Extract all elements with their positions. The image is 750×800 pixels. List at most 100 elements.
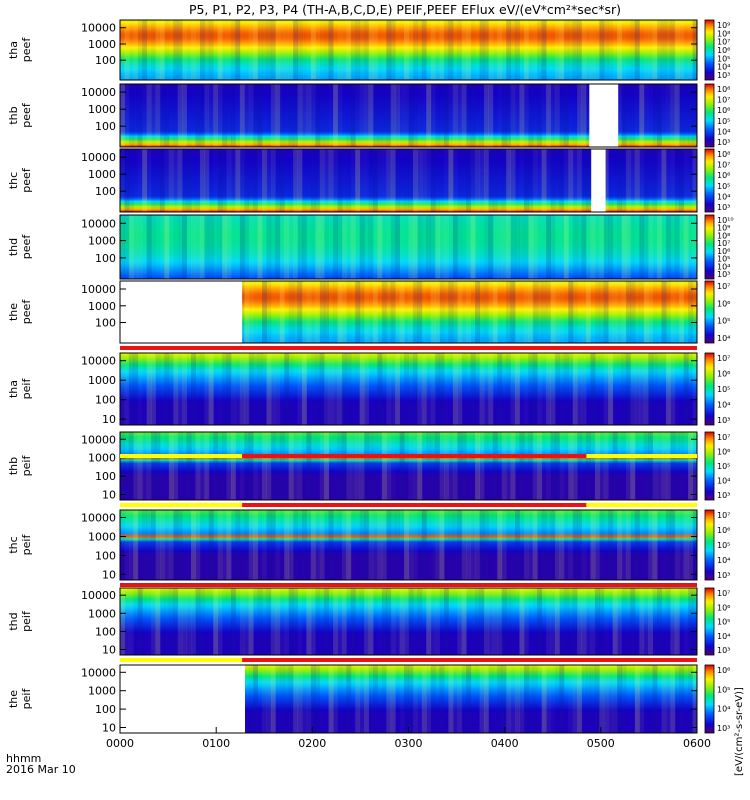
spectrogram-time-bin bbox=[128, 149, 134, 212]
spectrogram-time-bin bbox=[164, 84, 170, 147]
colorbar-tick-label: 10³ bbox=[717, 138, 730, 147]
spectrogram-field bbox=[120, 353, 697, 425]
panel-frame bbox=[119, 587, 698, 656]
spectrogram-time-bin bbox=[337, 149, 343, 212]
spectrogram-time-bin bbox=[328, 20, 334, 80]
spectrogram-time-bin bbox=[412, 215, 418, 279]
spectrogram-time-bin bbox=[133, 588, 138, 655]
spectrogram-time-bin bbox=[275, 281, 281, 343]
spectrogram-time-bin bbox=[448, 353, 453, 425]
spectrogram-time-bin bbox=[572, 20, 578, 80]
colorbar-tick-label: 10⁵ bbox=[717, 618, 730, 627]
spectrogram-time-bin bbox=[528, 215, 534, 279]
spectrogram-time-bin bbox=[457, 20, 463, 80]
panel-frame bbox=[119, 352, 698, 426]
spectrogram-time-bin bbox=[488, 510, 493, 580]
spectrogram-time-bin bbox=[124, 353, 130, 425]
colorbar-tick-label: 10⁹ bbox=[717, 224, 730, 233]
spectrogram-time-bin bbox=[395, 353, 401, 425]
spectrogram-time-bin bbox=[284, 149, 289, 212]
spectrogram-time-bin bbox=[253, 353, 258, 425]
spectrogram-time-bin bbox=[217, 215, 223, 279]
spectrogram-time-bin bbox=[603, 353, 609, 425]
spectrogram-time-bin bbox=[532, 510, 538, 580]
spectrogram-time-bin bbox=[253, 588, 258, 655]
colorbar-tick-label: 10⁶ bbox=[717, 106, 730, 115]
colorbar bbox=[704, 19, 715, 81]
spectrogram-time-bin bbox=[204, 84, 210, 147]
spectrogram-time-bin bbox=[341, 510, 347, 580]
spectrogram-time-bin bbox=[239, 149, 245, 212]
spectrogram-time-bin bbox=[612, 432, 618, 500]
spectrogram-time-bin bbox=[253, 215, 258, 279]
spectrogram-time-bin bbox=[625, 588, 631, 655]
spectrogram-time-bin bbox=[417, 353, 423, 425]
data-gap bbox=[589, 84, 619, 147]
spectrogram-time-bin bbox=[542, 432, 547, 500]
spectrogram-time-bin bbox=[630, 215, 635, 279]
spectrogram-time-bin bbox=[182, 353, 187, 425]
spectrogram-time-bin bbox=[195, 588, 201, 655]
spectrogram-time-bin bbox=[351, 510, 356, 580]
spectrogram-time-bin bbox=[639, 215, 645, 279]
spectrogram-time-bin bbox=[390, 149, 396, 212]
spectrogram-time-bin bbox=[182, 84, 187, 147]
spectrogram-time-bin bbox=[435, 215, 440, 279]
spectrogram-time-bin bbox=[493, 510, 498, 580]
spectrogram-time-bin bbox=[559, 20, 565, 80]
spectrogram-time-bin bbox=[586, 149, 591, 212]
spectrogram-time-bin bbox=[621, 353, 627, 425]
spectrogram-time-bin bbox=[532, 215, 538, 279]
spectrogram-time-bin bbox=[310, 149, 316, 212]
colorbar-tick-label: 10⁸ bbox=[717, 150, 730, 159]
spectrogram-time-bin bbox=[564, 665, 569, 733]
spectrogram-time-bin bbox=[630, 510, 635, 580]
spectrogram-time-bin bbox=[665, 510, 671, 580]
spectrogram-time-bin bbox=[226, 84, 232, 147]
spectrogram-time-bin bbox=[137, 432, 143, 500]
y-tick-label: 100 bbox=[95, 252, 116, 265]
colorbar-tick-label: 10⁷ bbox=[717, 96, 730, 105]
spectrogram-time-bin bbox=[581, 588, 587, 655]
spectrogram-time-bin bbox=[679, 432, 685, 500]
spectrogram-time-bin bbox=[395, 588, 400, 655]
spectrogram-time-bin bbox=[559, 588, 565, 655]
spectrogram-time-bin bbox=[692, 281, 698, 343]
spectrogram-time-bin bbox=[404, 510, 409, 580]
spectrogram-time-bin bbox=[244, 665, 249, 733]
spectrogram-time-bin bbox=[333, 665, 338, 733]
spectrogram-time-bin bbox=[448, 84, 453, 147]
spectrogram-time-bin bbox=[359, 20, 365, 80]
y-tick-label: 1000 bbox=[88, 103, 116, 116]
spectrogram-time-bin bbox=[461, 353, 467, 425]
spectrogram-time-bin bbox=[412, 20, 418, 80]
spectrogram-time-bin bbox=[625, 149, 631, 212]
spectrogram-time-bin bbox=[262, 281, 267, 343]
colorbar-tick-label: 10⁷ bbox=[717, 38, 730, 47]
spectrogram-time-bin bbox=[195, 510, 201, 580]
y-tick-label: 100 bbox=[95, 549, 116, 562]
y-tick-label: 10 bbox=[102, 722, 116, 735]
spectrogram-time-bin bbox=[625, 281, 631, 343]
spectrogram-time-bin bbox=[288, 432, 294, 500]
spectrogram-time-bin bbox=[572, 588, 578, 655]
spectrogram-time-bin bbox=[426, 20, 431, 80]
spectrogram-time-bin bbox=[310, 20, 316, 80]
spectrogram-time-bin bbox=[386, 432, 392, 500]
spectrogram-time-bin bbox=[324, 215, 330, 279]
spectrogram-time-bin bbox=[688, 84, 693, 147]
spectrogram-time-bin bbox=[337, 281, 343, 343]
spectrogram-time-bin bbox=[128, 432, 134, 500]
spectrogram-time-bin bbox=[501, 432, 507, 500]
spectrogram-time-bin bbox=[195, 215, 201, 279]
spectrogram-time-bin bbox=[657, 588, 662, 655]
spectrogram-time-bin bbox=[599, 432, 605, 500]
y-tick-label: 10000 bbox=[81, 217, 116, 230]
spectrogram-time-bin bbox=[608, 20, 614, 80]
spectrogram-time-bin bbox=[457, 353, 463, 425]
spectrogram-time-bin bbox=[683, 84, 689, 147]
spectrogram-time-bin bbox=[128, 353, 134, 425]
colorbar-tick-label: 10⁵ bbox=[717, 685, 730, 694]
panel-product-label: peef bbox=[20, 299, 33, 325]
